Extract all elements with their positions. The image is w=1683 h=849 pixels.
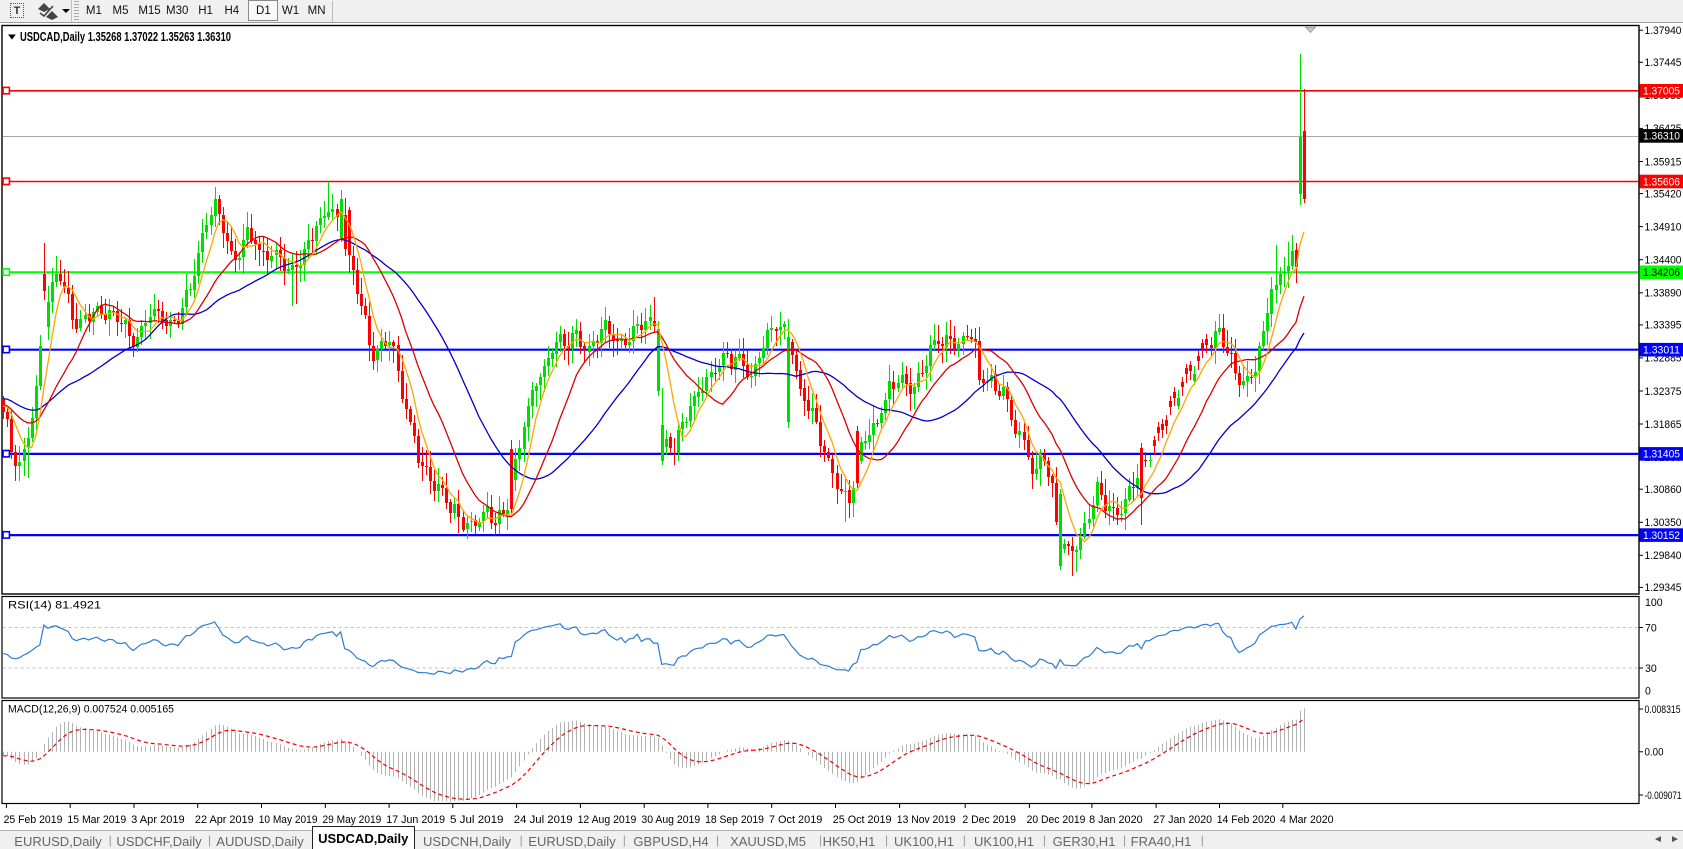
svg-text:1.30152: 1.30152 [1643, 530, 1680, 542]
svg-text:24 Jul 2019: 24 Jul 2019 [514, 814, 573, 826]
svg-text:2 Dec 2019: 2 Dec 2019 [962, 814, 1016, 826]
svg-text:13 Nov 2019: 13 Nov 2019 [897, 814, 956, 826]
svg-text:1.37445: 1.37445 [1645, 57, 1682, 69]
svg-text:17 Jun 2019: 17 Jun 2019 [386, 814, 445, 826]
svg-text:1.34910: 1.34910 [1645, 221, 1682, 233]
svg-text:USDCAD,Daily 1.35268 1.37022: USDCAD,Daily 1.35268 1.37022 1.35263 1.3… [20, 30, 231, 44]
svg-text:1.33011: 1.33011 [1643, 345, 1680, 357]
svg-text:1.33890: 1.33890 [1645, 288, 1682, 300]
svg-text:18 Sep 2019: 18 Sep 2019 [705, 814, 764, 826]
svg-text:1.31865: 1.31865 [1645, 419, 1682, 431]
svg-text:7 Oct 2019: 7 Oct 2019 [769, 814, 823, 826]
svg-text:15 Mar 2019: 15 Mar 2019 [67, 814, 126, 826]
svg-text:1.34206: 1.34206 [1643, 267, 1680, 279]
svg-text:1.30350: 1.30350 [1645, 517, 1682, 529]
svg-text:22 Apr 2019: 22 Apr 2019 [195, 814, 254, 826]
svg-text:1.30860: 1.30860 [1645, 484, 1682, 496]
svg-text:1.37940: 1.37940 [1645, 25, 1682, 37]
svg-text:1.35606: 1.35606 [1643, 176, 1680, 188]
svg-text:1.29345: 1.29345 [1645, 582, 1682, 594]
svg-text:1.37005: 1.37005 [1643, 86, 1680, 98]
svg-text:29 May 2019: 29 May 2019 [323, 814, 382, 826]
svg-text:30 Aug 2019: 30 Aug 2019 [641, 814, 700, 826]
svg-text:4 Mar 2020: 4 Mar 2020 [1280, 814, 1334, 826]
svg-text:8 Jan 2020: 8 Jan 2020 [1089, 814, 1143, 826]
svg-text:1.29840: 1.29840 [1645, 550, 1682, 562]
svg-text:RSI(14) 81.4921: RSI(14) 81.4921 [8, 600, 101, 612]
svg-text:25 Feb 2019: 25 Feb 2019 [4, 814, 63, 826]
svg-text:1.33395: 1.33395 [1645, 320, 1682, 332]
svg-text:0.00: 0.00 [1645, 747, 1664, 759]
svg-text:1.35420: 1.35420 [1645, 188, 1682, 200]
svg-text:0.008315: 0.008315 [1645, 704, 1681, 716]
svg-text:1.35915: 1.35915 [1645, 156, 1682, 168]
svg-text:5 Jul 2019: 5 Jul 2019 [450, 814, 504, 826]
svg-text:0: 0 [1645, 686, 1651, 698]
svg-text:1.34400: 1.34400 [1645, 255, 1682, 267]
svg-text:70: 70 [1645, 623, 1657, 635]
svg-text:20 Dec 2019: 20 Dec 2019 [1027, 814, 1086, 826]
svg-text:14 Feb 2020: 14 Feb 2020 [1217, 814, 1276, 826]
svg-text:100: 100 [1645, 597, 1663, 609]
svg-text:30: 30 [1645, 663, 1657, 675]
svg-text:25 Oct 2019: 25 Oct 2019 [833, 814, 892, 826]
svg-text:27 Jan 2020: 27 Jan 2020 [1153, 814, 1212, 826]
svg-text:1.32375: 1.32375 [1645, 386, 1682, 398]
svg-text:3 Apr 2019: 3 Apr 2019 [131, 814, 185, 826]
svg-text:1.31405: 1.31405 [1643, 449, 1680, 461]
svg-text:MACD(12,26,9) 0.007524 0.00516: MACD(12,26,9) 0.007524 0.005165 [8, 704, 174, 716]
svg-text:1.36310: 1.36310 [1643, 131, 1680, 143]
svg-text:10 May 2019: 10 May 2019 [259, 814, 318, 826]
svg-text:12 Aug 2019: 12 Aug 2019 [578, 814, 637, 826]
svg-text:-0.009071: -0.009071 [1645, 790, 1682, 802]
